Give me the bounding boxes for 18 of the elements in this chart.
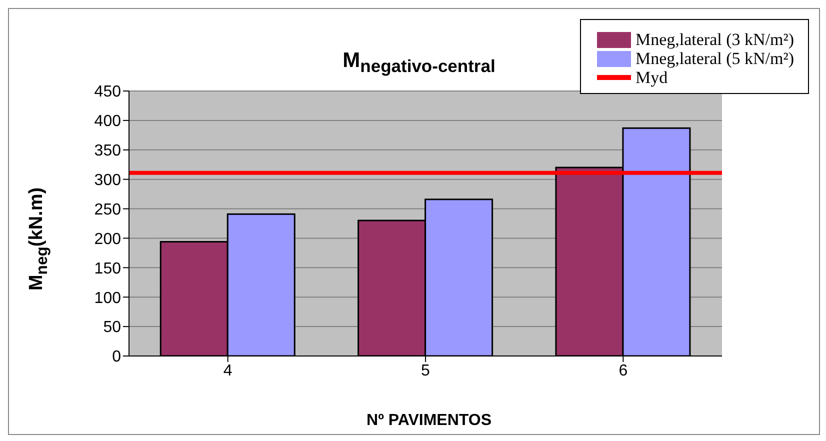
legend-label: Mneg,lateral (3 kN/m²) <box>635 30 794 49</box>
y-tick-label: 0 <box>112 348 122 366</box>
y-tick-label: 300 <box>94 172 122 190</box>
y-tick-label: 150 <box>94 260 122 278</box>
y-tick-label: 450 <box>94 84 122 101</box>
x-axis-title: Nº PAVIMENTOS <box>366 412 492 430</box>
y-tick-label: 350 <box>94 142 122 160</box>
y-tick-label: 100 <box>94 290 122 307</box>
y-tick-label: 250 <box>94 201 122 218</box>
y-tick-label: 400 <box>94 113 122 130</box>
y-tick-label: 200 <box>94 230 122 248</box>
x-tick-label: 4 <box>223 362 232 380</box>
legend-label: Mneg,lateral (5 kN/m²) <box>635 49 794 68</box>
legend-label: Myd <box>635 68 668 87</box>
y-tick-label: 50 <box>103 319 122 336</box>
x-tick-label: 5 <box>421 362 430 380</box>
chart-title: M$_{negativo-central}$ <box>342 49 496 78</box>
x-tick-label: 6 <box>618 362 628 380</box>
